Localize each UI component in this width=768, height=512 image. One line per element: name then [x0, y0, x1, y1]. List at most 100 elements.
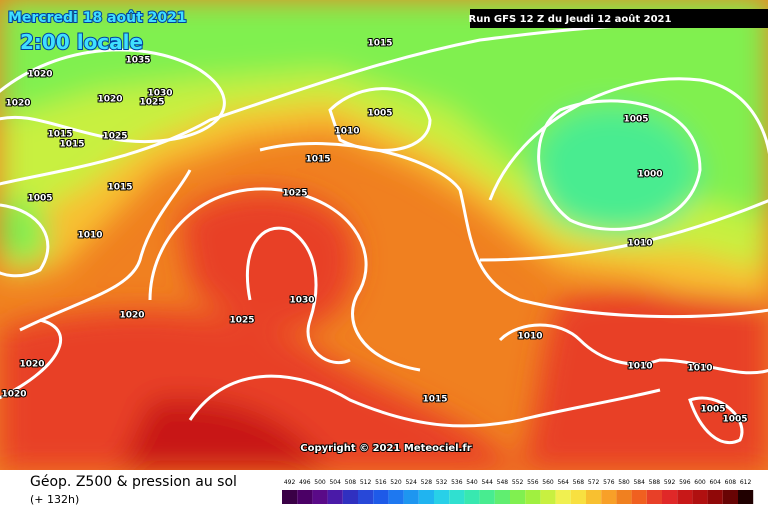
isobar-label: 1015	[107, 183, 132, 193]
scale-swatch	[373, 490, 389, 504]
copyright: Copyright © 2021 Meteociel.fr	[300, 443, 471, 454]
scale-label: 572	[588, 479, 600, 486]
isobar-label: 1015	[59, 140, 84, 150]
scale-swatch	[586, 490, 602, 504]
forecast-date: Mercredi 18 août 2021	[8, 10, 187, 26]
scale-label: 584	[633, 479, 645, 486]
scale-label: 612	[740, 479, 752, 486]
isobar-label: 1020	[19, 360, 44, 370]
scale-label: 504	[329, 479, 341, 486]
scale-swatch	[479, 490, 495, 504]
scale-label: 604	[709, 479, 721, 486]
isobar-label: 1010	[334, 127, 359, 137]
scale-swatch	[570, 490, 586, 504]
scale-swatch	[282, 490, 298, 504]
scale-swatch	[510, 490, 526, 504]
scale-swatch	[692, 490, 708, 504]
footer-title: Géop. Z500 & pression au sol	[30, 474, 237, 490]
scale-label: 588	[649, 479, 661, 486]
scale-label: 600	[694, 479, 706, 486]
scale-label: 532	[436, 479, 448, 486]
scale-label: 556	[527, 479, 539, 486]
scale-swatch	[342, 490, 358, 504]
scale-label: 536	[451, 479, 463, 486]
forecast-lead: (+ 132h)	[30, 493, 79, 506]
scale-swatch	[358, 490, 374, 504]
scale-swatch	[662, 490, 678, 504]
scale-label: 492	[284, 479, 296, 486]
isobar-label: 1015	[422, 395, 447, 405]
scale-swatch	[388, 490, 404, 504]
isobar-label: 1025	[139, 98, 164, 108]
scale-swatch	[327, 490, 343, 504]
isobar-label: 1025	[229, 316, 254, 326]
scale-swatch	[525, 490, 541, 504]
scale-label: 548	[497, 479, 509, 486]
isobar-label: 1005	[700, 405, 725, 415]
scale-label: 528	[421, 479, 433, 486]
isobars	[0, 22, 768, 445]
scale-label: 560	[542, 479, 554, 486]
scale-label: 512	[360, 479, 372, 486]
isobar-label: 1020	[27, 70, 52, 80]
scale-swatch	[646, 490, 662, 504]
scale-swatch	[434, 490, 450, 504]
scale-swatch	[738, 490, 754, 504]
scale-swatch	[631, 490, 647, 504]
scale-label: 524	[405, 479, 417, 486]
isobar-label: 1005	[27, 194, 52, 204]
isobar-label: 1015	[47, 130, 72, 140]
run-info: Run GFS 12 Z du Jeudi 12 août 2021	[469, 13, 672, 25]
scale-swatch	[677, 490, 693, 504]
scale-label: 508	[345, 479, 357, 486]
isobar-label: 1015	[305, 155, 330, 165]
scale-swatch	[540, 490, 556, 504]
scale-swatch	[312, 490, 328, 504]
isobar-label: 1030	[289, 296, 314, 306]
scale-label: 564	[557, 479, 569, 486]
scale-label: 552	[512, 479, 524, 486]
scale-label: 540	[466, 479, 478, 486]
scale-label: 544	[481, 479, 493, 486]
isobar-label: 1025	[282, 189, 307, 199]
scale-label: 500	[314, 479, 326, 486]
local-time: 2:00 locale	[20, 30, 143, 54]
isobar-label: 1010	[627, 362, 652, 372]
scale-label: 496	[299, 479, 311, 486]
scale-swatch	[494, 490, 510, 504]
run-box	[470, 9, 768, 28]
isobar-label: 1010	[517, 332, 542, 342]
scale-label: 516	[375, 479, 387, 486]
scale-swatch	[555, 490, 571, 504]
scale-label: 568	[573, 479, 585, 486]
scale-swatch	[418, 490, 434, 504]
scale-swatch	[722, 490, 738, 504]
isobar-label: 1015	[367, 39, 392, 49]
isobar-label: 1005	[623, 115, 648, 125]
isobar-label: 1020	[119, 311, 144, 321]
isobar-label: 1000	[637, 170, 662, 180]
scale-label: 596	[679, 479, 691, 486]
scale-label: 580	[618, 479, 630, 486]
isobar-label: 1010	[77, 231, 102, 241]
isobar-label: 1030	[147, 89, 172, 99]
scale-label: 520	[390, 479, 402, 486]
isobar-label: 1035	[125, 56, 150, 66]
isobar-label: 1010	[627, 239, 652, 249]
isobar-label: 1020	[1, 390, 26, 400]
scale-swatch	[403, 490, 419, 504]
isobar-label: 1020	[97, 95, 122, 105]
scale-swatch	[297, 490, 313, 504]
scale-label: 592	[664, 479, 676, 486]
scale-label: 608	[725, 479, 737, 486]
isobar-label: 1010	[687, 364, 712, 374]
scale-label: 576	[603, 479, 615, 486]
scale-swatch	[449, 490, 465, 504]
geopotential-field	[0, 0, 768, 470]
isobar-label: 1005	[367, 109, 392, 119]
scale-swatch	[601, 490, 617, 504]
scale-swatch	[464, 490, 480, 504]
scale-swatch	[616, 490, 632, 504]
isobar-label: 1020	[5, 99, 30, 109]
